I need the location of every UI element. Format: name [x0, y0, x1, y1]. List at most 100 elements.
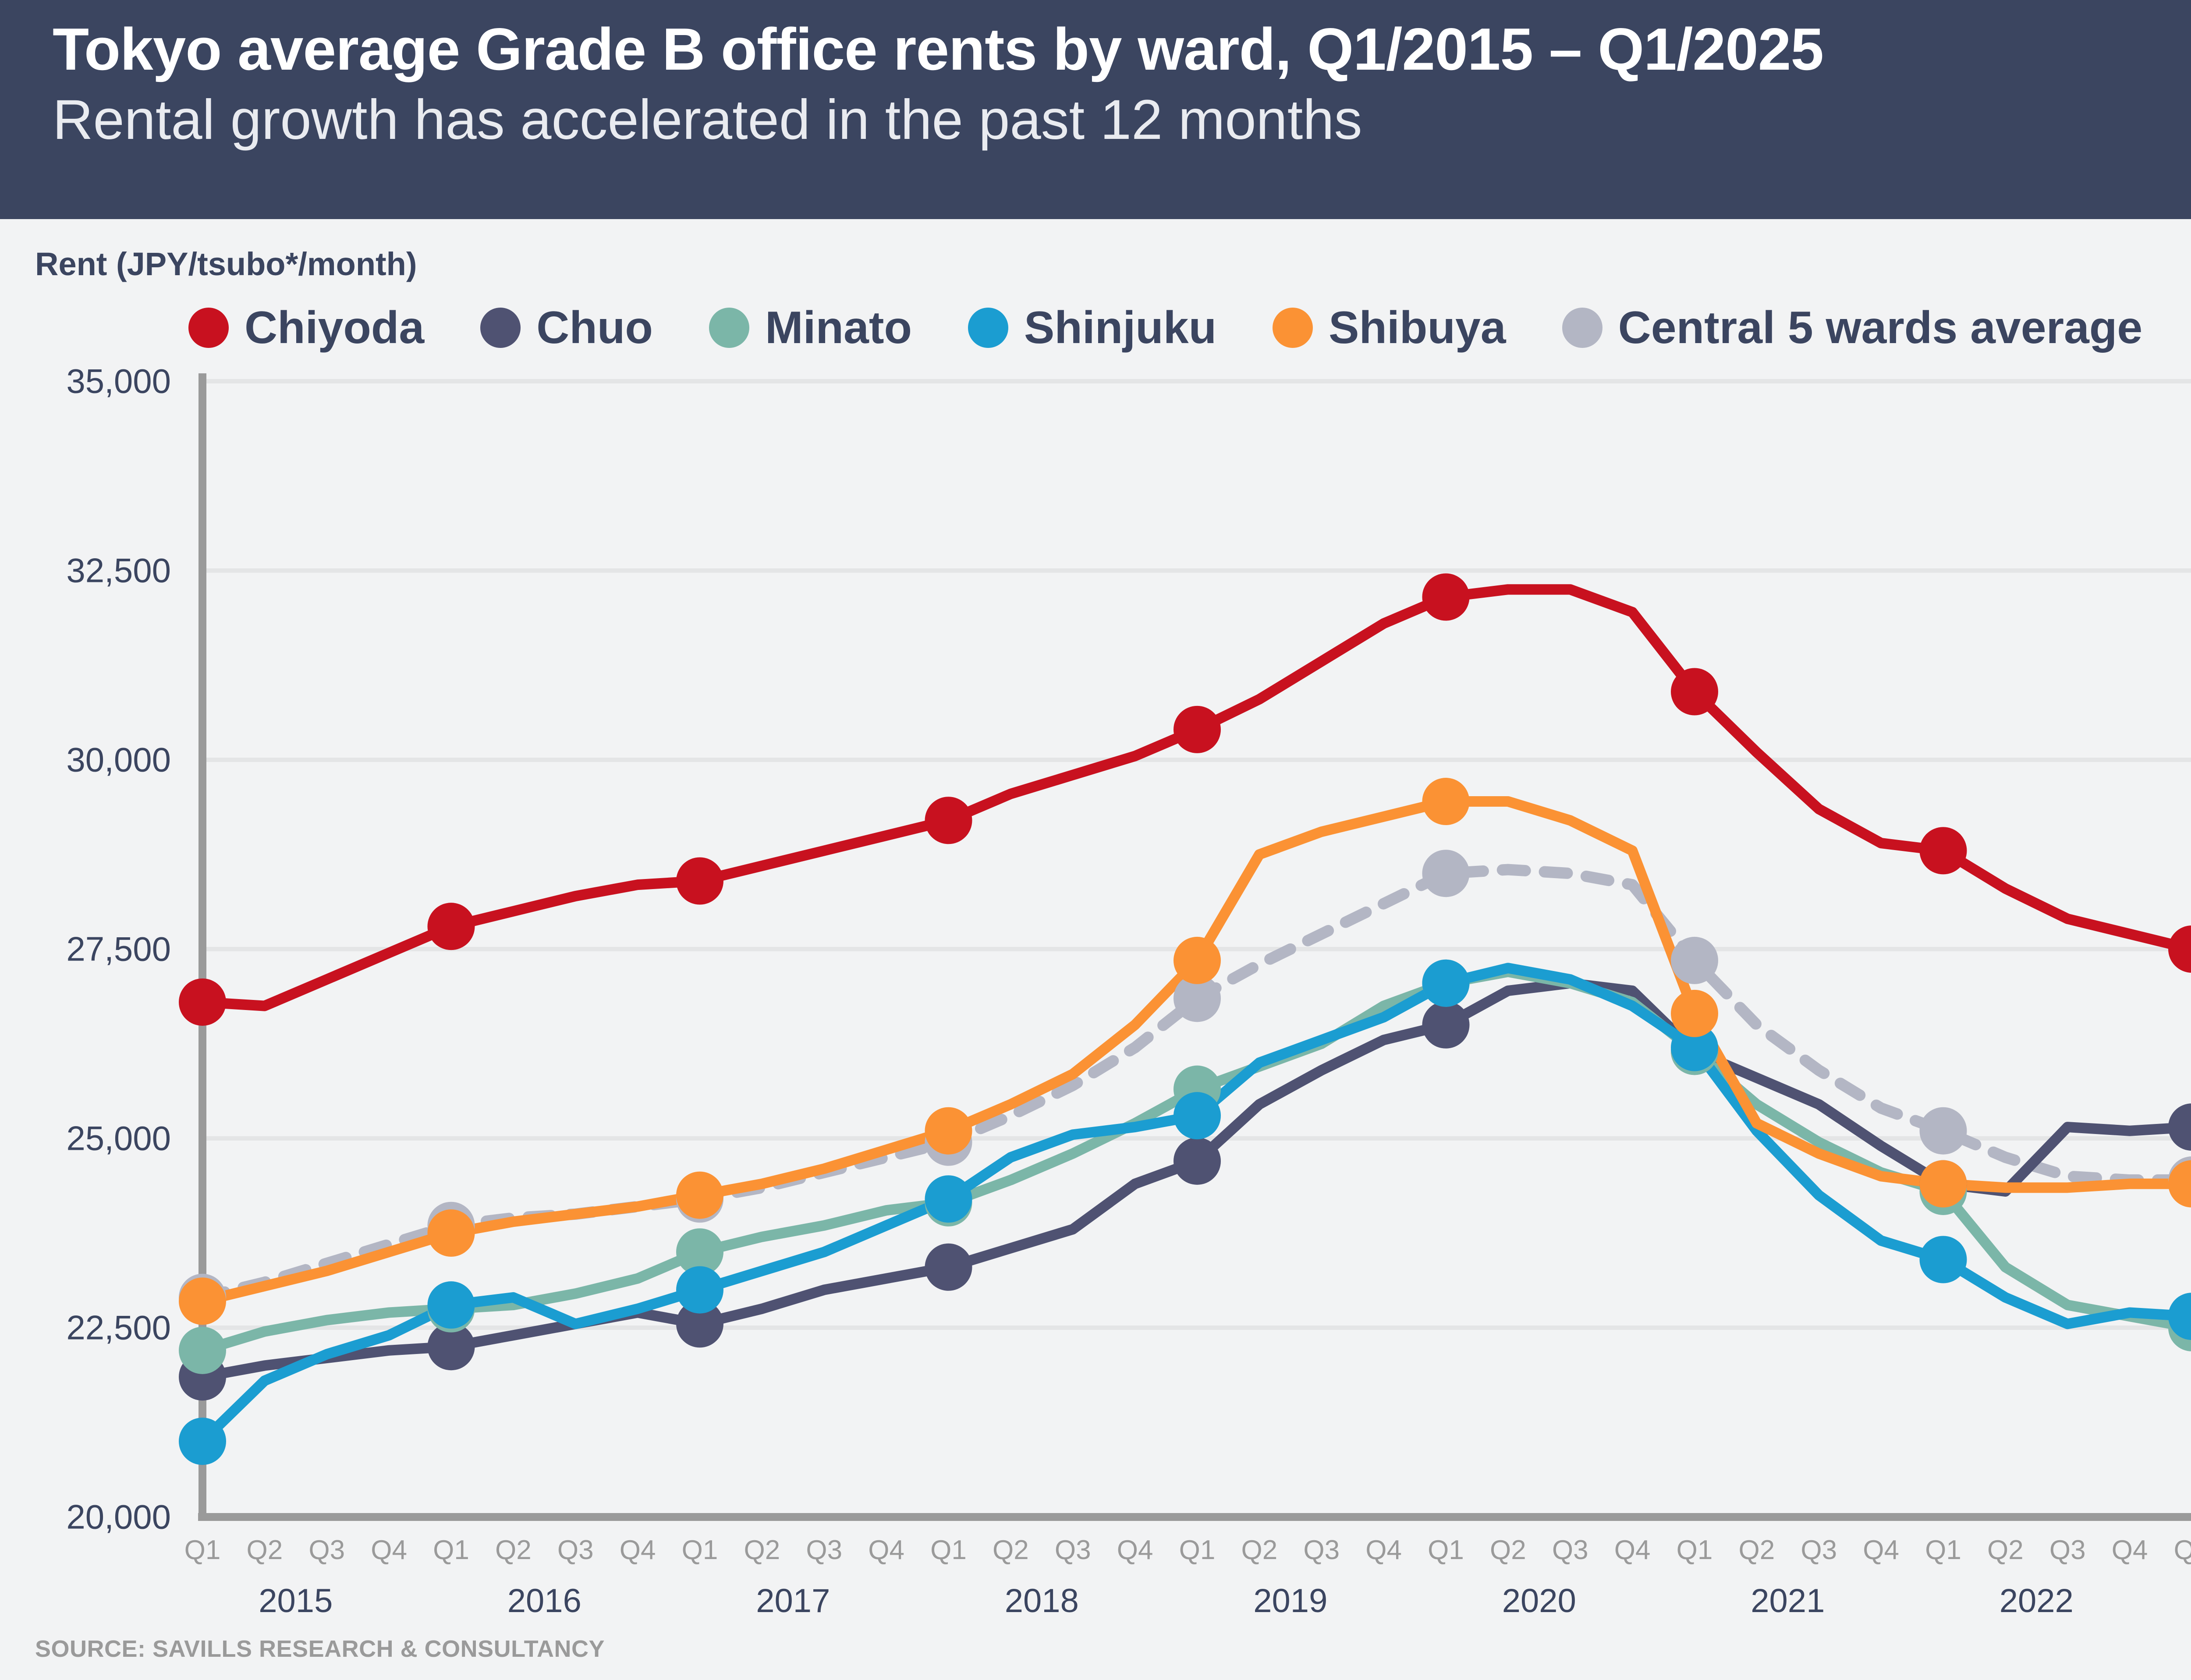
data-point-marker[interactable] [925, 797, 972, 844]
data-point-marker[interactable] [676, 1228, 723, 1276]
x-axis-year-label: 2017 [756, 1582, 830, 1620]
data-point-marker[interactable] [2168, 1103, 2191, 1151]
series-line-chiyoda [197, 584, 2191, 1011]
x-tick-quarter-label: Q1 [1179, 1535, 1216, 1565]
data-point-marker[interactable] [2168, 925, 2191, 973]
x-tick-quarter-label: Q4 [1863, 1535, 1899, 1565]
x-axis-year-label: 2021 [1751, 1582, 1825, 1620]
data-point-marker[interactable] [2168, 1160, 2191, 1208]
page-header: Tokyo average Grade B office rents by wa… [0, 0, 2191, 219]
x-tick-quarter-label: Q3 [1054, 1535, 1091, 1565]
data-point-marker[interactable] [925, 1107, 972, 1155]
series-line-shinjuku [197, 963, 2191, 1447]
data-point-marker[interactable] [179, 1273, 226, 1321]
data-point-marker[interactable] [1919, 1107, 1967, 1155]
data-point-marker[interactable] [676, 857, 723, 905]
data-point-marker[interactable] [676, 1175, 723, 1223]
data-point-marker[interactable] [1671, 989, 1718, 1037]
source-label: SOURCE: SAVILLS RESEARCH & CONSULTANCY [35, 1636, 605, 1662]
y-tick-label: 20,000 [66, 1497, 171, 1536]
legend-item-chuo[interactable]: Chuo [480, 305, 653, 351]
data-point-marker[interactable] [676, 1300, 723, 1348]
data-point-marker[interactable] [1173, 936, 1221, 984]
data-point-marker[interactable] [2168, 1293, 2191, 1340]
data-point-marker[interactable] [179, 978, 226, 1026]
x-tick-quarter-label: Q4 [1365, 1535, 1402, 1565]
legend-swatch-icon [480, 308, 521, 348]
y-tick-label: 25,000 [66, 1119, 171, 1158]
page-subtitle: Rental growth has accelerated in the pas… [53, 89, 1362, 152]
data-point-marker[interactable] [2168, 1156, 2191, 1204]
chart-legend: Chiyoda Chuo Minato Shinjuku Shibuya Central … [188, 293, 2191, 363]
legend-swatch-icon [188, 308, 229, 348]
data-point-marker[interactable] [179, 1277, 226, 1325]
data-point-marker[interactable] [1919, 1236, 1967, 1283]
data-point-marker[interactable] [1919, 1167, 1967, 1215]
series-line-shibuya [197, 796, 2191, 1307]
data-point-marker[interactable] [1173, 705, 1221, 753]
x-tick-quarter-label: Q3 [1801, 1535, 1837, 1565]
data-point-marker[interactable] [1671, 668, 1718, 716]
data-point-marker[interactable] [1671, 1024, 1718, 1071]
x-tick-quarter-label: Q3 [557, 1535, 594, 1565]
data-point-marker[interactable] [1173, 1065, 1221, 1113]
data-point-marker[interactable] [427, 1285, 475, 1333]
x-tick-quarter-label: Q2 [246, 1535, 283, 1565]
data-point-marker[interactable] [179, 1418, 226, 1465]
data-point-marker[interactable] [179, 1326, 226, 1374]
legend-label: Chiyoda [245, 302, 425, 353]
data-point-marker[interactable] [1671, 1028, 1718, 1075]
legend-swatch-icon [1273, 308, 1313, 348]
legend-item-central-5-wards-average[interactable]: Central 5 wards average [1562, 305, 2142, 351]
x-tick-quarter-label: Q3 [1552, 1535, 1588, 1565]
data-point-marker[interactable] [2168, 1304, 2191, 1351]
data-point-marker[interactable] [427, 1209, 475, 1257]
data-point-marker[interactable] [1422, 959, 1470, 1007]
legend-label: Shinjuku [1024, 302, 1217, 353]
y-tick-label: 27,500 [66, 929, 171, 968]
data-point-marker[interactable] [925, 1175, 972, 1223]
data-point-marker[interactable] [1173, 1092, 1221, 1140]
x-tick-quarter-label: Q1 [1676, 1535, 1713, 1565]
x-tick-quarter-label: Q1 [433, 1535, 469, 1565]
data-point-marker[interactable] [427, 903, 475, 950]
data-point-marker[interactable] [1671, 936, 1718, 984]
y-axis-title: Rent (JPY/tsubo*/month) [35, 246, 417, 282]
data-point-marker[interactable] [925, 1243, 972, 1291]
data-point-marker[interactable] [1919, 827, 1967, 875]
data-point-marker[interactable] [427, 1281, 475, 1329]
x-tick-quarter-label: Q2 [495, 1535, 532, 1565]
x-tick-quarter-label: Q3 [1303, 1535, 1340, 1565]
data-point-marker[interactable] [676, 1266, 723, 1314]
series-line-central-5-wards-average [197, 864, 2191, 1303]
legend-label: Minato [765, 302, 912, 353]
data-point-marker[interactable] [1422, 850, 1470, 897]
data-point-marker[interactable] [427, 1202, 475, 1249]
legend-item-shinjuku[interactable]: Shinjuku [968, 305, 1216, 351]
data-point-marker[interactable] [1919, 1160, 1967, 1208]
data-point-marker[interactable] [1173, 975, 1221, 1022]
x-tick-quarter-label: Q2 [1987, 1535, 2024, 1565]
x-axis-year-label: 2020 [1502, 1582, 1576, 1620]
data-point-marker[interactable] [1422, 1001, 1470, 1049]
x-tick-quarter-label: Q4 [371, 1535, 407, 1565]
data-point-marker[interactable] [179, 1353, 226, 1401]
data-point-marker[interactable] [676, 1171, 723, 1219]
data-point-marker[interactable] [1173, 1137, 1221, 1185]
x-tick-quarter-label: Q4 [1117, 1535, 1153, 1565]
data-point-marker[interactable] [1422, 778, 1470, 826]
x-tick-quarter-label: Q3 [806, 1535, 843, 1565]
series-line-chuo [197, 978, 2191, 1382]
data-point-marker[interactable] [925, 1179, 972, 1226]
data-point-marker[interactable] [1422, 959, 1470, 1007]
data-point-marker[interactable] [925, 1118, 972, 1166]
x-tick-quarter-label: Q3 [308, 1535, 345, 1565]
data-point-marker[interactable] [1422, 573, 1470, 621]
data-point-marker[interactable] [1919, 1160, 1967, 1208]
legend-item-chiyoda[interactable]: Chiyoda [188, 305, 424, 351]
x-tick-quarter-label: Q4 [868, 1535, 904, 1565]
data-point-marker[interactable] [1671, 1028, 1718, 1075]
data-point-marker[interactable] [427, 1323, 475, 1371]
legend-item-shibuya[interactable]: Shibuya [1273, 305, 1506, 351]
legend-item-minato[interactable]: Minato [709, 305, 912, 351]
